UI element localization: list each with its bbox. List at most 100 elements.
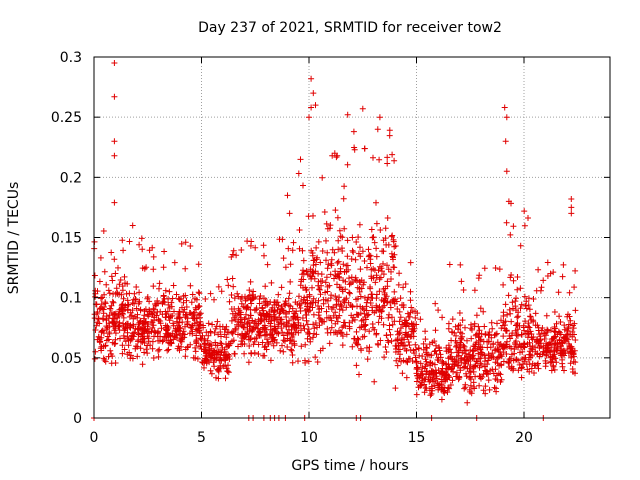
data-point (135, 331, 142, 338)
data-point (375, 319, 382, 326)
data-point (309, 304, 316, 311)
data-point (535, 340, 542, 347)
data-point (391, 243, 398, 250)
data-point (100, 343, 107, 350)
data-point (335, 258, 342, 265)
data-point (242, 333, 249, 340)
data-point (129, 222, 136, 229)
data-point (405, 339, 412, 345)
data-point (518, 331, 525, 338)
data-point (452, 323, 459, 330)
data-point (296, 302, 303, 309)
data-point (328, 292, 335, 299)
data-point (314, 324, 320, 331)
data-point (495, 354, 502, 361)
data-point (357, 253, 364, 260)
data-point (255, 351, 262, 357)
data-point (267, 357, 274, 364)
data-point (277, 347, 284, 354)
data-point (125, 301, 132, 308)
data-point (114, 314, 121, 321)
data-point (103, 326, 110, 333)
data-point (310, 262, 317, 269)
data-point (321, 209, 328, 215)
data-point (457, 344, 464, 351)
data-point (557, 331, 564, 338)
data-point (301, 325, 308, 332)
data-point (280, 255, 287, 262)
data-point (350, 128, 357, 135)
data-point (474, 345, 480, 352)
data-point (323, 220, 330, 227)
data-point (373, 331, 380, 338)
data-point (466, 386, 473, 393)
data-point (493, 355, 500, 362)
data-point (92, 327, 99, 333)
data-point (237, 311, 243, 318)
data-point (323, 237, 329, 244)
data-point (251, 320, 257, 327)
data-point (134, 314, 141, 321)
data-point (110, 291, 117, 297)
data-point (416, 352, 423, 359)
data-point (417, 382, 423, 389)
data-point (193, 338, 200, 345)
data-point (136, 289, 143, 296)
data-point (559, 360, 566, 367)
data-point (219, 323, 226, 330)
data-point (460, 364, 467, 371)
data-point (516, 322, 523, 329)
data-point (187, 310, 194, 316)
data-point (134, 343, 141, 350)
data-point (510, 277, 517, 284)
data-point (476, 327, 483, 334)
data-point (475, 350, 482, 357)
data-point (514, 286, 521, 293)
data-point (428, 383, 435, 390)
data-point (467, 325, 474, 332)
data-point (239, 294, 245, 301)
data-point (124, 351, 131, 358)
data-point (440, 378, 446, 385)
data-point (166, 317, 173, 324)
data-point (351, 335, 357, 342)
data-point (491, 384, 498, 391)
data-point (466, 373, 473, 380)
data-point (528, 316, 535, 323)
data-point (481, 323, 488, 330)
data-point (115, 311, 122, 318)
data-point (397, 295, 404, 302)
data-point (459, 349, 466, 356)
data-point (285, 245, 292, 252)
data-point (300, 267, 306, 274)
data-point (151, 327, 158, 334)
data-point (134, 353, 141, 360)
data-point (355, 336, 362, 343)
data-point (356, 324, 363, 331)
data-point (441, 390, 448, 396)
data-point (343, 331, 350, 338)
data-point (304, 271, 311, 278)
data-point (109, 339, 116, 346)
data-point (522, 354, 529, 361)
data-point (318, 282, 325, 289)
data-point (241, 350, 248, 357)
data-point (117, 277, 124, 283)
data-point (176, 315, 183, 322)
data-point (446, 374, 453, 381)
data-point (259, 339, 266, 346)
data-point (376, 114, 383, 121)
data-point (335, 237, 342, 244)
data-point (163, 314, 169, 321)
data-point (264, 336, 270, 343)
data-point (226, 298, 233, 305)
data-point (502, 138, 509, 145)
data-point (255, 341, 262, 348)
data-point (112, 270, 119, 277)
data-point (553, 320, 560, 327)
data-point (422, 328, 429, 335)
data-point (493, 330, 500, 337)
data-point (182, 312, 189, 319)
data-point (451, 356, 458, 363)
data-point (155, 316, 162, 323)
